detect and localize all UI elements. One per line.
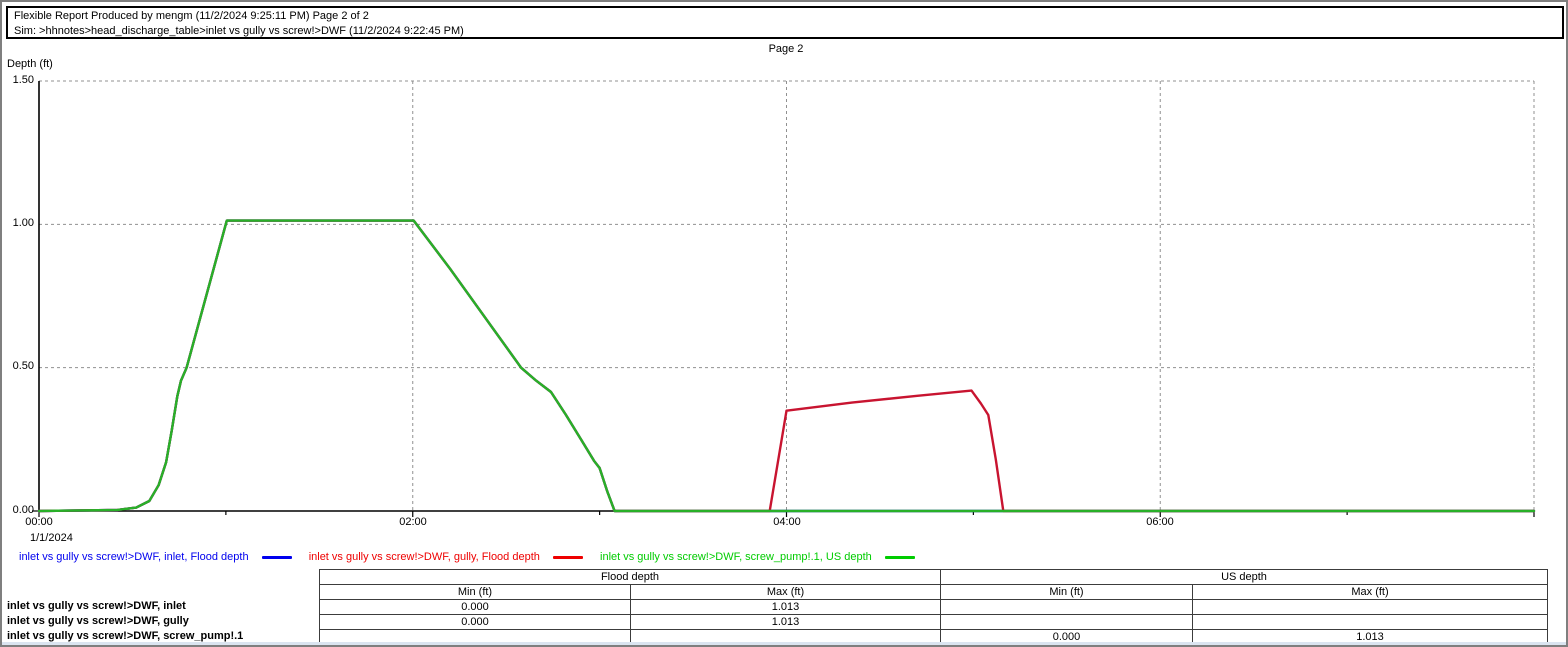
table-row-label: inlet vs gully vs screw!>DWF, screw_pump… [7, 630, 244, 642]
legend-label: inlet vs gully vs screw!>DWF, gully, Flo… [308, 551, 540, 563]
table-cell-us-max [1193, 615, 1548, 630]
table-row-label: inlet vs gully vs screw!>DWF, gully [7, 615, 189, 627]
table-row: 0.000 1.013 [320, 615, 1548, 630]
chart-legend: inlet vs gully vs screw!>DWF, inlet, Flo… [19, 551, 929, 563]
col-header-us-max: Max (ft) [1193, 585, 1548, 600]
table-cell-flood-min: 0.000 [320, 615, 631, 630]
x-axis-date-label: 1/1/2024 [30, 532, 73, 544]
y-tick-label: 1.50 [12, 74, 34, 86]
x-tick-label: 04:00 [773, 516, 801, 528]
report-header-box: Flexible Report Produced by mengm (11/2/… [6, 6, 1564, 39]
stats-table: Flood depth US depth Min (ft) Max (ft) M… [319, 569, 1548, 645]
legend-label: inlet vs gully vs screw!>DWF, screw_pump… [600, 551, 872, 563]
legend-item: inlet vs gully vs screw!>DWF, inlet, Flo… [19, 551, 292, 563]
table-group-header-row: Flood depth US depth [320, 570, 1548, 585]
report-title: Flexible Report Produced by mengm (11/2/… [14, 10, 369, 22]
group-header-us-depth: US depth [941, 570, 1548, 585]
y-tick-label: 1.00 [12, 217, 34, 229]
table-row: 0.000 1.013 [320, 630, 1548, 645]
table-row: 0.000 1.013 [320, 600, 1548, 615]
y-tick-label: 0.00 [12, 504, 34, 516]
table-cell-flood-min: 0.000 [320, 600, 631, 615]
col-header-flood-min: Min (ft) [320, 585, 631, 600]
group-header-flood-depth: Flood depth [320, 570, 941, 585]
col-header-flood-max: Max (ft) [631, 585, 941, 600]
x-tick-label: 02:00 [399, 516, 427, 528]
legend-item: inlet vs gully vs screw!>DWF, screw_pump… [600, 551, 915, 563]
table-row-label: inlet vs gully vs screw!>DWF, inlet [7, 600, 186, 612]
table-cell-flood-min [320, 630, 631, 645]
table-cell-us-min [941, 600, 1193, 615]
x-tick-label: 00:00 [25, 516, 53, 528]
table-cell-flood-max [631, 630, 941, 645]
table-cell-us-min [941, 615, 1193, 630]
table-cell-flood-max: 1.013 [631, 615, 941, 630]
col-header-us-min: Min (ft) [941, 585, 1193, 600]
x-tick-label: 06:00 [1146, 516, 1174, 528]
legend-line-swatch [884, 555, 915, 559]
table-subheader-row: Min (ft) Max (ft) Min (ft) Max (ft) [320, 585, 1548, 600]
table-cell-flood-max: 1.013 [631, 600, 941, 615]
table-cell-us-max [1193, 600, 1548, 615]
report-sim-breadcrumb: Sim: >hhnotes>head_discharge_table>inlet… [14, 25, 464, 37]
legend-line-swatch [552, 555, 583, 559]
y-tick-label: 0.50 [12, 360, 34, 372]
table-cell-us-max: 1.013 [1193, 630, 1548, 645]
y-axis-title: Depth (ft) [7, 58, 53, 70]
legend-line-swatch [261, 555, 292, 559]
legend-label: inlet vs gully vs screw!>DWF, inlet, Flo… [19, 551, 249, 563]
table-cell-us-min: 0.000 [941, 630, 1193, 645]
legend-item: inlet vs gully vs screw!>DWF, gully, Flo… [309, 551, 583, 563]
window-bottom-edge [2, 642, 1566, 645]
page-label: Page 2 [768, 43, 804, 55]
